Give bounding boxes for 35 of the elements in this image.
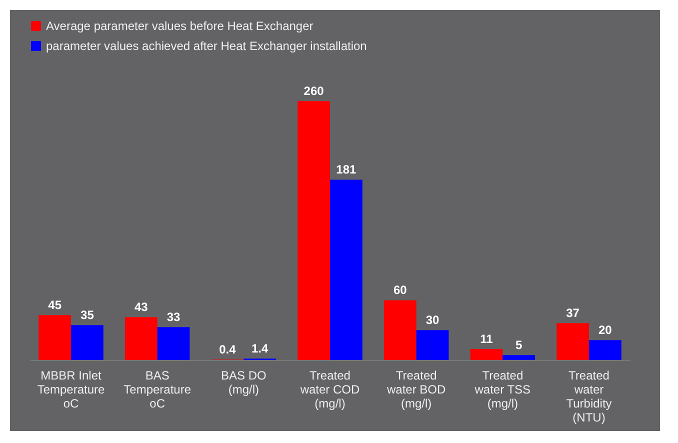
bar — [157, 327, 190, 360]
data-label: 33 — [166, 310, 181, 324]
x-tick-label: MBBR Inlet Temperature oC — [37, 368, 106, 410]
data-label: 1.4 — [252, 342, 269, 356]
data-label: 0.4 — [219, 342, 236, 357]
x-tick-label: BAS Temperature oC — [124, 368, 192, 410]
x-tick-label: Treated water Turbidity (NTU) — [566, 368, 612, 424]
bar — [588, 340, 622, 360]
data-label: 43 — [134, 300, 148, 314]
bar — [384, 300, 416, 360]
x-tick-label: BAS DO (mg/l) — [220, 368, 266, 396]
x-tick-label: Treated water COD (mg/l) — [299, 368, 360, 410]
legend-label: Average parameter values before Heat Exchanger — [46, 19, 314, 33]
bar — [124, 317, 158, 360]
data-label: 60 — [393, 283, 408, 298]
data-label: 30 — [426, 313, 440, 328]
x-tick-label: Treated water BOD (mg/l) — [386, 368, 446, 410]
bar — [470, 349, 503, 360]
data-label: 37 — [566, 306, 580, 320]
bar — [71, 325, 104, 360]
x-tick-label: Treated water TSS (mg/l) — [474, 368, 531, 410]
data-label: 5 — [516, 338, 523, 352]
bar — [330, 180, 362, 360]
bar — [38, 315, 72, 360]
bar — [502, 355, 536, 360]
data-label: 45 — [48, 298, 62, 312]
data-label: 35 — [80, 308, 94, 322]
data-label: 20 — [598, 323, 612, 338]
legend-label: parameter values achieved after Heat Exchanger installation — [46, 39, 367, 53]
data-label: 181 — [336, 162, 357, 177]
bar — [298, 101, 330, 360]
bar — [416, 330, 449, 360]
data-label: 11 — [480, 332, 494, 346]
data-label: 260 — [304, 84, 324, 98]
bar — [556, 323, 589, 360]
